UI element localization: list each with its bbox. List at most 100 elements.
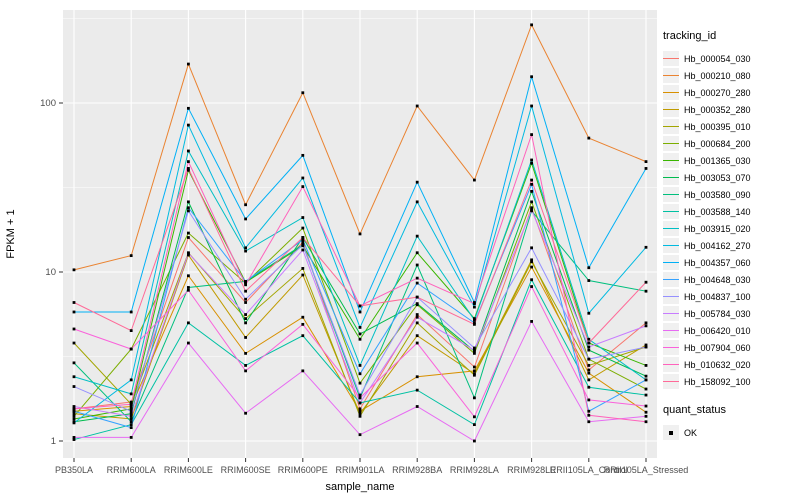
data-point[interactable] xyxy=(473,373,476,377)
data-point[interactable] xyxy=(473,348,476,352)
data-point[interactable] xyxy=(587,368,591,372)
data-point[interactable] xyxy=(301,248,305,252)
data-point[interactable] xyxy=(187,236,190,239)
data-point[interactable] xyxy=(244,249,247,253)
data-point[interactable] xyxy=(72,385,76,388)
data-point[interactable] xyxy=(244,217,247,221)
data-point[interactable] xyxy=(644,167,648,170)
data-point[interactable] xyxy=(587,341,591,345)
data-point[interactable] xyxy=(187,253,190,257)
data-point[interactable] xyxy=(72,405,76,408)
data-point[interactable] xyxy=(644,324,648,328)
data-point[interactable] xyxy=(187,209,190,213)
data-point[interactable] xyxy=(72,361,76,365)
data-point[interactable] xyxy=(587,385,591,389)
data-point[interactable] xyxy=(587,398,591,402)
data-point[interactable] xyxy=(187,149,190,153)
data-point[interactable] xyxy=(530,265,533,269)
data-point[interactable] xyxy=(187,168,190,172)
data-point[interactable] xyxy=(129,426,133,430)
data-point[interactable] xyxy=(244,317,247,320)
data-point[interactable] xyxy=(415,263,419,267)
data-point[interactable] xyxy=(129,423,133,427)
data-point[interactable] xyxy=(187,206,190,210)
data-point[interactable] xyxy=(187,167,190,170)
data-point[interactable] xyxy=(530,258,533,262)
data-point[interactable] xyxy=(187,160,190,164)
data-point[interactable] xyxy=(644,245,648,249)
data-point[interactable] xyxy=(473,178,476,182)
data-point[interactable] xyxy=(644,343,648,347)
data-point[interactable] xyxy=(358,337,362,341)
data-point[interactable] xyxy=(301,243,305,247)
data-point[interactable] xyxy=(129,414,133,418)
data-point[interactable] xyxy=(187,274,190,278)
data-point[interactable] xyxy=(473,346,476,350)
data-point[interactable] xyxy=(129,436,133,439)
data-point[interactable] xyxy=(644,345,648,349)
data-point[interactable] xyxy=(244,301,247,304)
data-point[interactable] xyxy=(301,153,305,157)
data-point[interactable] xyxy=(415,375,419,379)
data-point[interactable] xyxy=(244,364,247,367)
data-point[interactable] xyxy=(244,279,247,283)
data-point[interactable] xyxy=(644,420,648,424)
data-point[interactable] xyxy=(129,254,133,258)
data-point[interactable] xyxy=(473,305,476,309)
data-point[interactable] xyxy=(415,321,419,325)
data-point[interactable] xyxy=(587,420,591,424)
data-point[interactable] xyxy=(530,320,533,323)
data-point[interactable] xyxy=(358,409,362,413)
data-point[interactable] xyxy=(530,206,533,210)
data-point[interactable] xyxy=(301,273,305,277)
data-point[interactable] xyxy=(530,260,533,264)
data-point[interactable] xyxy=(644,280,648,284)
data-point[interactable] xyxy=(644,387,648,391)
data-point[interactable] xyxy=(644,410,648,414)
data-point[interactable] xyxy=(72,417,76,421)
data-point[interactable] xyxy=(473,321,476,325)
data-point[interactable] xyxy=(587,311,591,315)
data-point[interactable] xyxy=(72,310,76,314)
data-point[interactable] xyxy=(358,372,362,376)
data-point[interactable] xyxy=(644,364,648,367)
data-point[interactable] xyxy=(244,203,247,207)
data-point[interactable] xyxy=(301,322,305,326)
data-point[interactable] xyxy=(72,412,76,416)
data-point[interactable] xyxy=(301,176,305,180)
data-point[interactable] xyxy=(129,392,133,396)
data-point[interactable] xyxy=(473,322,476,326)
data-point[interactable] xyxy=(244,336,247,339)
data-point[interactable] xyxy=(415,341,419,345)
data-point[interactable] xyxy=(187,341,190,345)
data-point[interactable] xyxy=(72,407,76,411)
data-point[interactable] xyxy=(530,23,533,27)
data-point[interactable] xyxy=(644,289,648,293)
data-point[interactable] xyxy=(244,351,247,355)
data-point[interactable] xyxy=(301,226,305,230)
data-point[interactable] xyxy=(72,438,76,441)
data-point[interactable] xyxy=(129,378,133,382)
data-point[interactable] xyxy=(129,310,133,314)
data-point[interactable] xyxy=(644,321,648,325)
data-point[interactable] xyxy=(358,396,362,400)
data-point[interactable] xyxy=(530,158,533,162)
data-point[interactable] xyxy=(187,200,190,204)
data-point[interactable] xyxy=(530,104,533,108)
data-point[interactable] xyxy=(473,302,476,306)
data-point[interactable] xyxy=(301,315,305,319)
data-point[interactable] xyxy=(415,180,419,184)
data-point[interactable] xyxy=(129,347,133,351)
data-point[interactable] xyxy=(187,62,190,66)
data-point[interactable] xyxy=(415,405,419,408)
data-point[interactable] xyxy=(530,178,533,182)
data-point[interactable] xyxy=(358,412,362,416)
data-point[interactable] xyxy=(358,433,362,437)
data-point[interactable] xyxy=(587,378,591,382)
data-point[interactable] xyxy=(72,421,76,425)
data-point[interactable] xyxy=(473,396,476,400)
data-point[interactable] xyxy=(530,182,533,186)
data-point[interactable] xyxy=(301,240,305,244)
data-point[interactable] xyxy=(187,106,190,110)
data-point[interactable] xyxy=(530,161,533,165)
